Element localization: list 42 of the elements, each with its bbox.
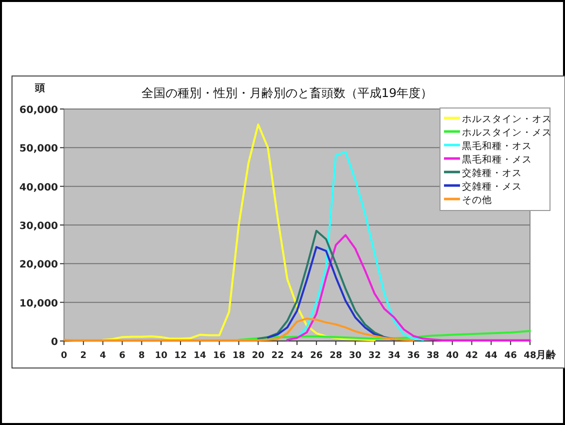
chart-title: 全国の種別・性別・月齢別のと畜頭数（平成19年度） [141,86,433,100]
x-tick-label: 16 [213,351,226,361]
legend-label: 黒毛和種・オス [462,140,532,152]
legend-label: ホルスタイン・メス [462,128,552,138]
x-tick-label: 20 [252,351,264,361]
legend-label: 交雑種・メス [462,180,522,192]
x-tick-label: 0 [60,351,68,361]
x-tick-label: 44 [484,351,498,361]
x-tick-label: 28 [330,351,342,361]
x-tick-label: 6 [119,351,126,361]
y-tick-label: 0 [51,337,58,348]
x-tick-label: 34 [388,351,400,361]
x-tick-label: 36 [407,351,420,361]
legend-label: 黒毛和種・メス [462,154,532,166]
x-tick-label: 38 [426,351,440,361]
y-tick-label: 50,000 [19,144,58,155]
x-tick-label: 4 [100,351,106,361]
x-tick-label: 40 [446,351,459,361]
x-tick-label: 32 [368,351,381,361]
x-tick-label: 2 [80,351,87,361]
y-tick-label: 10,000 [19,298,58,310]
x-tick-label: 12 [174,351,187,361]
x-tick-label: 42 [465,351,478,361]
x-tick-label: 22 [271,351,284,361]
x-tick-label: 24 [290,351,304,361]
legend-label: 交雑種・オス [462,167,522,179]
y-tick-label: 40,000 [19,182,58,194]
y-tick-label: 30,000 [19,221,58,232]
x-tick-label: 30 [348,351,362,361]
x-tick-label: 18 [232,351,246,361]
x-tick-label: 26 [310,351,323,361]
x-tick-label: 10 [154,351,168,361]
y-axis-title: 頭 [34,83,45,94]
y-tick-label: 60,000 [19,105,58,116]
x-tick-label: 8 [138,351,145,361]
legend-label: ホルスタイン・オス [462,114,552,125]
x-tick-label: 48 [524,351,536,361]
x-axis-title: 月齢 [535,349,557,361]
x-tick-label: 46 [504,351,517,361]
legend-label: その他 [462,194,492,206]
y-tick-label: 20,000 [19,260,58,271]
x-tick-label: 14 [194,351,206,361]
